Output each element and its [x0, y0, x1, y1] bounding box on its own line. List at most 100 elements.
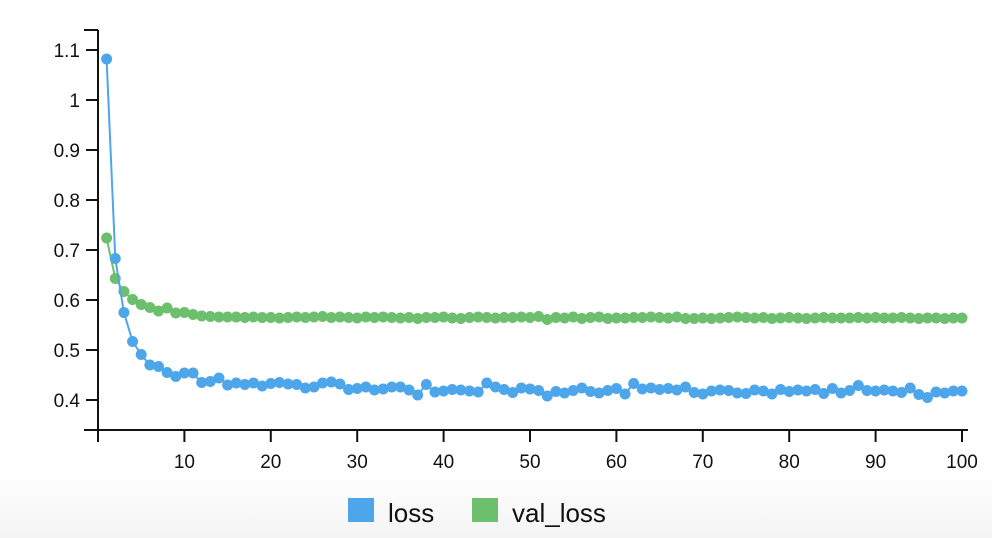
data-point	[861, 312, 873, 324]
data-point	[343, 384, 355, 395]
data-point	[835, 312, 847, 324]
data-point	[680, 313, 692, 324]
data-point	[792, 312, 804, 324]
x-tick-label: 60	[606, 452, 627, 473]
data-point	[688, 313, 700, 324]
data-point	[161, 302, 173, 314]
data-point	[317, 311, 329, 322]
data-point	[800, 313, 812, 324]
data-point	[515, 311, 527, 323]
data-point	[921, 312, 933, 324]
data-point	[749, 312, 761, 324]
data-point	[299, 312, 311, 323]
data-point	[213, 372, 225, 384]
data-point	[196, 310, 208, 322]
data-point	[775, 384, 787, 395]
y-tick-label: 0.7	[54, 241, 80, 262]
data-point	[360, 311, 372, 323]
data-point	[766, 388, 778, 400]
data-point	[757, 385, 769, 397]
data-point	[481, 312, 493, 323]
data-point	[636, 312, 648, 323]
data-point	[248, 377, 260, 389]
data-point	[870, 312, 882, 323]
data-point	[265, 378, 277, 389]
data-point	[576, 382, 588, 394]
data-point	[913, 313, 925, 324]
data-point	[844, 312, 856, 324]
data-point	[541, 314, 553, 325]
data-point	[308, 381, 320, 393]
x-tick-label: 40	[433, 452, 454, 473]
data-point	[101, 232, 113, 244]
data-point	[930, 312, 942, 324]
data-point	[947, 385, 959, 397]
series-val-loss	[101, 232, 968, 325]
data-point	[204, 376, 216, 387]
data-point	[127, 336, 139, 347]
data-point	[386, 312, 398, 323]
data-point	[740, 388, 752, 399]
data-point	[809, 384, 821, 395]
data-point	[705, 385, 717, 397]
data-point	[178, 367, 190, 379]
data-point	[368, 384, 380, 396]
data-point	[826, 312, 838, 324]
data-point	[567, 385, 579, 396]
data-point	[939, 313, 951, 324]
data-point	[654, 312, 666, 323]
data-point	[325, 376, 337, 388]
data-point	[887, 312, 899, 324]
data-point	[455, 313, 467, 324]
series-loss	[101, 53, 968, 403]
data-point	[921, 392, 933, 403]
data-point	[861, 385, 873, 396]
data-point	[645, 382, 657, 394]
data-point	[222, 311, 234, 323]
data-point	[481, 377, 493, 389]
data-point	[775, 312, 787, 324]
data-point	[619, 312, 631, 324]
data-point	[420, 312, 432, 323]
data-point	[273, 377, 285, 388]
data-point	[343, 312, 355, 323]
data-point	[222, 379, 234, 391]
data-point	[671, 311, 683, 323]
data-point	[282, 312, 294, 323]
data-point	[610, 312, 622, 324]
data-point	[671, 384, 683, 396]
data-point	[420, 379, 432, 390]
data-point	[896, 312, 908, 323]
data-point	[135, 349, 147, 360]
data-point	[550, 386, 562, 397]
data-point	[723, 312, 735, 323]
data-point	[377, 311, 389, 323]
data-point	[559, 312, 571, 324]
data-point	[204, 311, 216, 322]
x-tick-label: 70	[692, 452, 713, 473]
data-point	[507, 312, 519, 323]
data-point	[351, 383, 363, 394]
data-point	[930, 386, 942, 398]
x-tick-label: 50	[519, 452, 540, 473]
data-point	[109, 253, 121, 264]
data-point	[187, 367, 199, 379]
data-point	[464, 312, 476, 323]
legend-item-val-loss: val_loss	[472, 498, 606, 528]
data-point	[144, 359, 156, 371]
data-point	[714, 384, 726, 396]
data-point	[826, 383, 838, 394]
data-point	[533, 385, 545, 396]
data-point	[394, 381, 406, 393]
data-point	[161, 367, 173, 378]
data-point	[412, 313, 424, 324]
data-point	[239, 379, 251, 390]
data-point	[697, 388, 709, 400]
data-point	[818, 312, 830, 323]
data-point	[507, 387, 519, 398]
legend-swatch	[472, 498, 498, 522]
data-point	[127, 294, 139, 305]
data-point	[144, 302, 156, 313]
data-point	[887, 385, 899, 397]
data-point	[550, 312, 562, 323]
